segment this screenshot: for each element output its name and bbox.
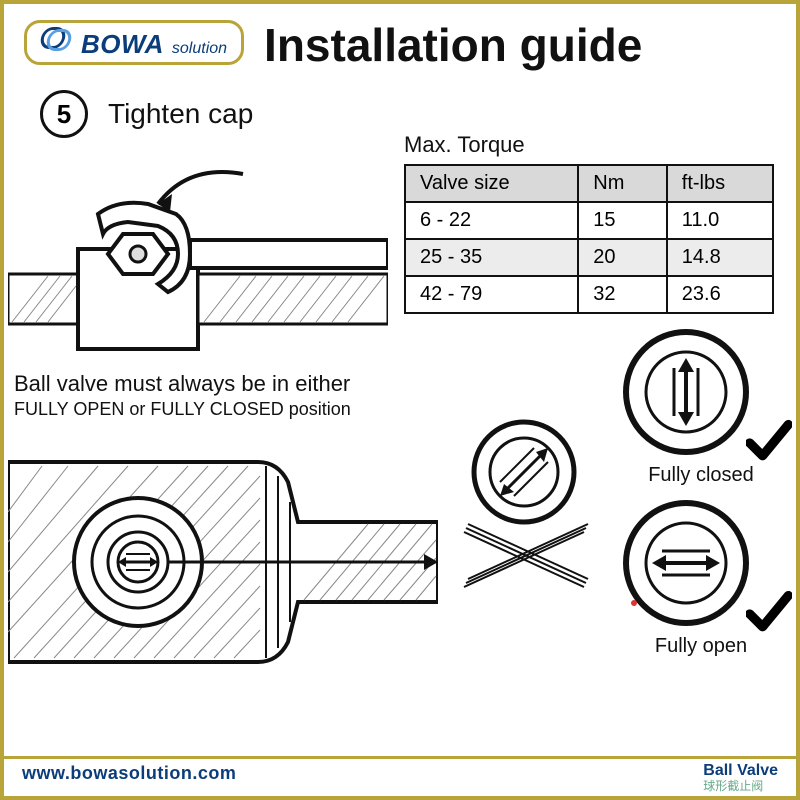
fully-open-icon	[616, 493, 756, 633]
brand-logo: BOWA solution	[24, 20, 244, 65]
fully-closed-block: Fully closed	[616, 322, 786, 487]
valid-positions: Fully closed Fully o	[616, 322, 786, 664]
torque-table: Valve size Nm ft-lbs 6 - 22 15 11.0 25 -…	[404, 164, 774, 314]
check-icon	[746, 419, 792, 465]
torque-table-section: Max. Torque Valve size Nm ft-lbs 6 - 22 …	[404, 132, 774, 314]
step-label: Tighten cap	[108, 98, 253, 130]
step-heading: 5 Tighten cap	[40, 90, 253, 138]
wrench-diagram	[8, 154, 388, 364]
torque-title: Max. Torque	[404, 132, 774, 158]
fully-closed-icon	[616, 322, 756, 462]
product-cn: 球形截止阀	[703, 780, 778, 793]
torque-col-valve: Valve size	[405, 165, 578, 202]
logo-rings-icon	[41, 27, 75, 53]
product-en: Ball Valve	[703, 763, 778, 780]
brand-name: BOWA	[81, 29, 164, 60]
note-line-1: Ball valve must always be in either	[14, 370, 474, 398]
page-title: Installation guide	[264, 18, 642, 72]
product-name: Ball Valve 球形截止阀	[703, 763, 778, 792]
position-note: Ball valve must always be in either FULL…	[14, 370, 474, 420]
table-row: 25 - 35 20 14.8	[405, 239, 773, 276]
brand-url: www.bowasolution.com	[22, 763, 236, 784]
wrong-position-icon	[444, 412, 614, 592]
footer: www.bowasolution.com Ball Valve 球形截止阀	[4, 756, 796, 796]
step-number-badge: 5	[40, 90, 88, 138]
content-area: 5 Tighten cap	[4, 72, 796, 734]
torque-col-nm: Nm	[578, 165, 666, 202]
table-row: 6 - 22 15 11.0	[405, 202, 773, 239]
header: BOWA solution Installation guide	[4, 4, 796, 72]
note-line-2: FULLY OPEN or FULLY CLOSED position	[14, 398, 474, 421]
valve-top-diagram	[8, 432, 428, 682]
table-row: 42 - 79 32 23.6	[405, 276, 773, 313]
open-label: Fully open	[616, 635, 786, 658]
torque-col-ftlbs: ft-lbs	[667, 165, 773, 202]
page-frame: BOWA solution Installation guide 5 Tight…	[0, 0, 800, 800]
closed-label: Fully closed	[616, 464, 786, 487]
check-icon	[746, 590, 792, 636]
fully-open-block: Fully open	[616, 493, 786, 658]
brand-sub: solution	[172, 40, 227, 58]
